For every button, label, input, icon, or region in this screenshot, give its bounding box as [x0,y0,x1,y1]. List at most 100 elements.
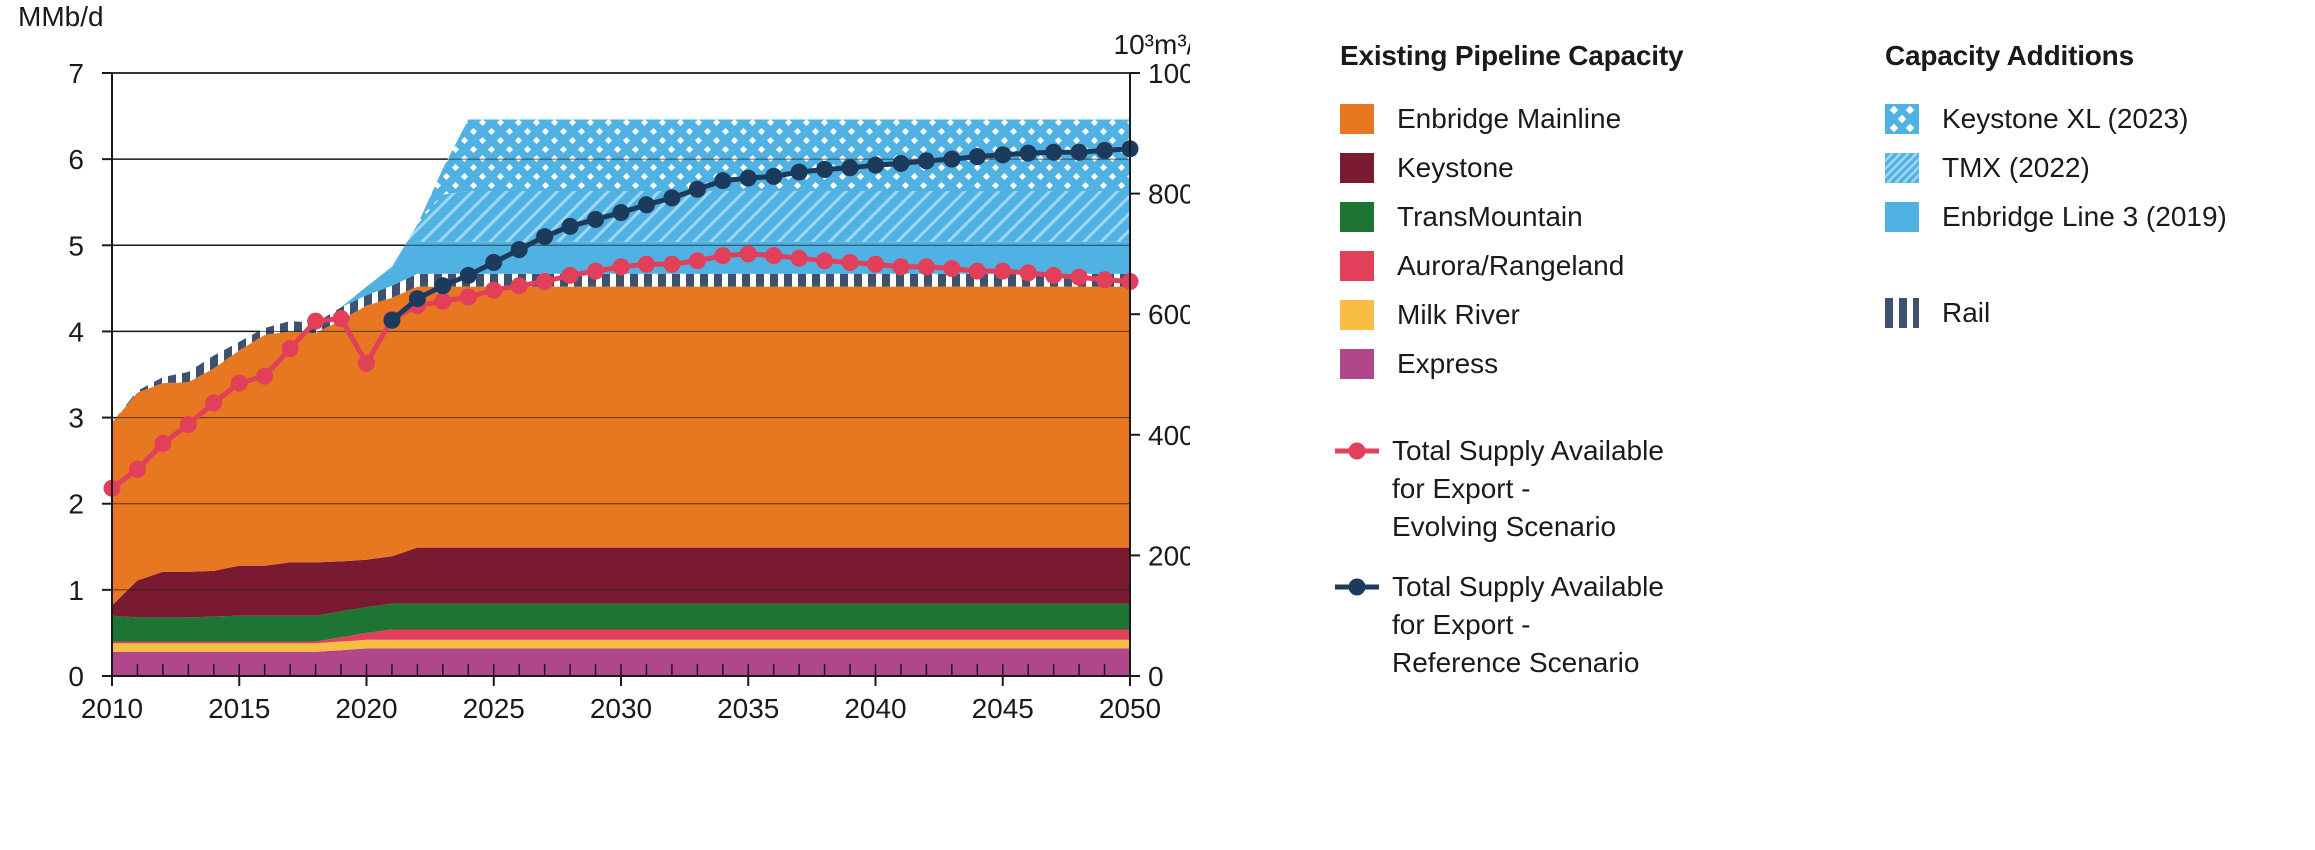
axes: 0 1 2 3 4 5 6 7 0 200 400 600 800 1000 2010 2015 2020 202… [18,1,1190,724]
x-tick-label-2020: 2020 [335,693,397,724]
point-total-supply-available-for-export-evolving-scenario-2036 [765,247,783,265]
point-total-supply-available-for-export-reference-scenario-2027 [536,228,554,246]
point-total-supply-available-for-export-reference-scenario-2042 [917,152,935,170]
point-total-supply-available-for-export-reference-scenario-2047 [1045,143,1063,161]
point-total-supply-available-for-export-reference-scenario-2035 [739,169,757,187]
point-total-supply-available-for-export-evolving-scenario-2027 [536,272,554,290]
y-left-tick-label-2: 2 [68,489,84,520]
point-total-supply-available-for-export-reference-scenario-2043 [943,150,961,168]
point-total-supply-available-for-export-evolving-scenario-2031 [637,255,655,273]
legend-label-line: Total Supply Available [1392,435,1664,466]
y-right-tick-label-200: 200 [1148,540,1190,571]
point-total-supply-available-for-export-reference-scenario-2023 [434,277,452,295]
point-total-supply-available-for-export-reference-scenario-2034 [714,172,732,190]
legend-label: Aurora/Rangeland [1397,250,1625,281]
area-milk-river [112,639,1130,652]
stacked-areas [112,119,1130,676]
point-total-supply-available-for-export-reference-scenario-2037 [790,163,808,181]
point-total-supply-available-for-export-evolving-scenario-2029 [587,262,605,280]
legend-label: Enbridge Mainline [1397,103,1622,134]
legend-item-milk-river: Milk River [1340,296,1520,334]
legend-label: TMX (2022) [1942,152,2090,183]
point-total-supply-available-for-export-evolving-scenario-2049 [1096,271,1114,289]
legend-line-swatch [1335,442,1379,460]
point-total-supply-available-for-export-reference-scenario-2044 [968,148,986,166]
point-total-supply-available-for-export-evolving-scenario-2018 [307,312,325,330]
point-total-supply-available-for-export-reference-scenario-2031 [637,196,655,214]
y-right-tick-label-0: 0 [1148,661,1164,692]
y-left-tick-label-6: 6 [68,144,84,175]
point-total-supply-available-for-export-evolving-scenario-2030 [612,258,630,276]
point-total-supply-available-for-export-evolving-scenario-2011 [128,460,146,478]
point-total-supply-available-for-export-evolving-scenario-2012 [154,434,172,452]
area-aurora-rangeland [112,629,1130,644]
point-total-supply-available-for-export-evolving-scenario-2028 [561,266,579,284]
point-total-supply-available-for-export-evolving-scenario-2026 [510,277,528,295]
point-total-supply-available-for-export-evolving-scenario-2037 [790,249,808,267]
y-right-tick-label-600: 600 [1148,299,1190,330]
point-total-supply-available-for-export-evolving-scenario-2033 [688,252,706,270]
legend-swatch [1340,349,1374,379]
x-tick-label-2040: 2040 [844,693,906,724]
point-total-supply-available-for-export-evolving-scenario-2025 [485,281,503,299]
point-total-supply-available-for-export-evolving-scenario-2034 [714,247,732,265]
point-total-supply-available-for-export-evolving-scenario-2045 [994,262,1012,280]
legend-label: Total Supply Available for Export - Refere… [1392,568,1664,682]
point-total-supply-available-for-export-evolving-scenario-2046 [1019,264,1037,282]
legend-line-swatch [1335,578,1379,596]
point-total-supply-available-for-export-evolving-scenario-2039 [841,254,859,272]
point-total-supply-available-for-export-evolving-scenario-2016 [256,367,274,385]
point-total-supply-available-for-export-reference-scenario-2032 [663,189,681,207]
point-total-supply-available-for-export-reference-scenario-2036 [765,167,783,185]
legend-item-express: Express [1340,345,1498,383]
legend-additions: Capacity Additions Keystone XL (2023) TMX… [1885,40,2305,360]
legend-label: Milk River [1397,299,1520,330]
legend-label: Keystone XL (2023) [1942,103,2189,134]
dots-swatch [1885,104,1919,134]
y-right-tick-label-400: 400 [1148,420,1190,451]
x-tick-label-2030: 2030 [590,693,652,724]
point-total-supply-available-for-export-evolving-scenario-2047 [1045,266,1063,284]
legend-label-line: for Export - [1392,473,1531,504]
y-left-tick-label-5: 5 [68,230,84,261]
point-total-supply-available-for-export-reference-scenario-2024 [459,266,477,284]
point-total-supply-available-for-export-evolving-scenario-2032 [663,255,681,273]
y-left-tick-label-4: 4 [68,316,84,347]
point-total-supply-available-for-export-reference-scenario-2025 [485,254,503,272]
point-total-supply-available-for-export-evolving-scenario-2019 [332,310,350,328]
y-left-tick-label-3: 3 [68,403,84,434]
legend-swatch [1340,202,1374,232]
y-right-tick-label-1000: 1000 [1148,58,1190,89]
legend-item-enbridge-line-3-2019-: Enbridge Line 3 (2019) [1885,198,2227,236]
legend-item-keystone-xl-2023-: Keystone XL (2023) [1885,100,2188,138]
area-transmountain [112,603,1130,642]
hatch-swatch [1885,153,1919,183]
point-total-supply-available-for-export-evolving-scenario-2017 [281,340,299,358]
point-total-supply-available-for-export-reference-scenario-2038 [816,160,834,178]
point-total-supply-available-for-export-evolving-scenario-2044 [968,262,986,280]
legend-label: Enbridge Line 3 (2019) [1942,201,2227,232]
legend-item-aurora-rangeland: Aurora/Rangeland [1340,247,1624,285]
point-total-supply-available-for-export-reference-scenario-2048 [1070,143,1088,161]
x-tick-label-2010: 2010 [81,693,143,724]
point-total-supply-available-for-export-evolving-scenario-2048 [1070,268,1088,286]
point-total-supply-available-for-export-evolving-scenario-2023 [434,292,452,310]
legend-label-line: for Export - [1392,609,1531,640]
legend-swatch [1340,251,1374,281]
legend-item-enbridge-mainline: Enbridge Mainline [1340,100,1621,138]
legend-item-keystone: Keystone [1340,149,1514,187]
point-total-supply-available-for-export-reference-scenario-2040 [867,156,884,174]
point-total-supply-available-for-export-evolving-scenario-2020 [358,354,375,372]
point-total-supply-available-for-export-reference-scenario-2028 [561,217,579,235]
area-keystone [112,547,1130,618]
point-total-supply-available-for-export-reference-scenario-2039 [841,159,859,177]
legend-item-tmx-2022-: TMX (2022) [1885,149,2090,187]
legend-item-supply-evolving: Total Supply Available for Export - Evolvi… [1335,432,1664,546]
legend-label: Express [1397,348,1499,379]
point-total-supply-available-for-export-evolving-scenario-2043 [943,260,961,278]
supply-lines [103,140,1139,497]
point-total-supply-available-for-export-evolving-scenario-2041 [892,258,910,276]
point-total-supply-available-for-export-evolving-scenario-2024 [459,288,477,306]
legend-swatch [1340,153,1374,183]
area-tmx-2022 [112,191,1130,423]
